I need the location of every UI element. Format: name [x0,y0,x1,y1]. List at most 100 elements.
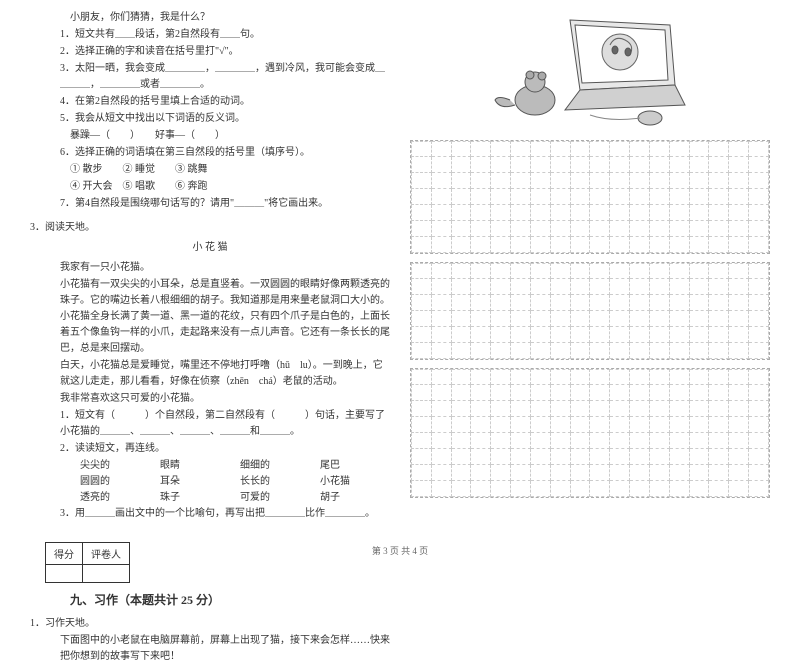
grid-cell [590,295,610,311]
grid-cell [630,141,650,157]
grid-cell [650,465,670,481]
grid-cell [749,157,769,173]
grid-row [411,295,769,311]
grid-cell [590,369,610,385]
grid-cell [690,343,710,359]
grid-cell [571,369,591,385]
grid-cell [630,173,650,189]
grid-cell [531,189,551,205]
grid-cell [650,449,670,465]
grid-cell [630,327,650,343]
grid-cell [491,295,511,311]
grid-cell [452,369,472,385]
grid-cell [551,263,571,279]
reading-section-num: 3．阅读天地。 [30,220,390,236]
grid-cell [511,157,531,173]
q4: 4．在第2自然段的括号里填上合适的动词。 [30,94,390,110]
grid-cell [749,465,769,481]
grid-cell [432,449,452,465]
grid-cell [432,369,452,385]
grid-cell [709,279,729,295]
grid-row [411,311,769,327]
match-cell: 眼睛 [160,458,220,474]
grid-cell [650,279,670,295]
match-cell: 长长的 [240,474,300,490]
grid-cell [551,221,571,237]
grid-cell [630,205,650,221]
grid-cell [471,237,491,253]
grid-cell [709,221,729,237]
grid-cell [709,385,729,401]
grid-cell [432,311,452,327]
grid-cell [690,401,710,417]
grid-cell [411,173,432,189]
grid-cell [471,465,491,481]
grid-cell [531,237,551,253]
grid-cell [650,311,670,327]
grid-cell [709,189,729,205]
grid-cell [511,141,531,157]
read-q2: 2．读读短文，再连线。 [30,441,390,457]
grid-cell [471,157,491,173]
grid-cell [709,465,729,481]
grid-cell [749,279,769,295]
grid-cell [610,343,630,359]
grid-cell [650,369,670,385]
grid-cell [511,343,531,359]
grid-cell [432,465,452,481]
grid-cell [650,481,670,497]
grid-cell [491,343,511,359]
grid-cell [531,417,551,433]
match-cell: 珠子 [160,490,220,506]
grid-cell [452,311,472,327]
grid-cell [531,157,551,173]
grid-cell [432,237,452,253]
grid-cell [432,141,452,157]
grid-cell [610,295,630,311]
grid-cell [491,385,511,401]
grid-cell [432,263,452,279]
grid-cell [411,481,432,497]
left-column: 小朋友，你们猜猜，我是什么？ 1．短文共有＿＿段话，第2自然段有＿＿句。 2．选… [30,10,390,530]
grid-cell [590,237,610,253]
grid-cell [432,189,452,205]
grid-cell [411,221,432,237]
grid-cell [729,465,749,481]
grid-cell [709,173,729,189]
grid-cell [590,327,610,343]
grid-cell [590,311,610,327]
grid-cell [729,157,749,173]
write-prompt: 下面图中的小老鼠在电脑屏幕前，屏幕上出现了猫，接下来会怎样……快来把你想到的故事… [30,633,390,665]
grid-cell [511,401,531,417]
grid-cell [729,417,749,433]
grid-cell [491,311,511,327]
grid-cell [610,237,630,253]
grid-cell [650,189,670,205]
q2: 2．选择正确的字和读音在括号里打"√"。 [30,44,390,60]
grid-row [411,173,769,189]
grid-cell [709,205,729,221]
grid-cell [670,465,690,481]
writing-grid-section [410,368,770,498]
q7: 7．第4自然段是围绕哪句话写的？请用"＿＿＿"将它画出来。 [30,196,390,212]
grid-cell [411,343,432,359]
grid-cell [452,385,472,401]
grid-cell [452,327,472,343]
grid-cell [690,311,710,327]
grid-cell [610,385,630,401]
grid-cell [551,417,571,433]
q6-opt1: ① 散步 ② 睡觉 ③ 跳舞 [30,162,390,178]
grid-cell [452,279,472,295]
grid-cell [709,449,729,465]
grid-cell [491,401,511,417]
grid-cell [729,141,749,157]
grid-cell [571,481,591,497]
grid-row [411,189,769,205]
match-cell: 耳朵 [160,474,220,490]
grid-cell [630,279,650,295]
grid-cell [471,141,491,157]
grid-cell [590,141,610,157]
grid-cell [471,263,491,279]
grid-cell [511,237,531,253]
grid-cell [630,433,650,449]
